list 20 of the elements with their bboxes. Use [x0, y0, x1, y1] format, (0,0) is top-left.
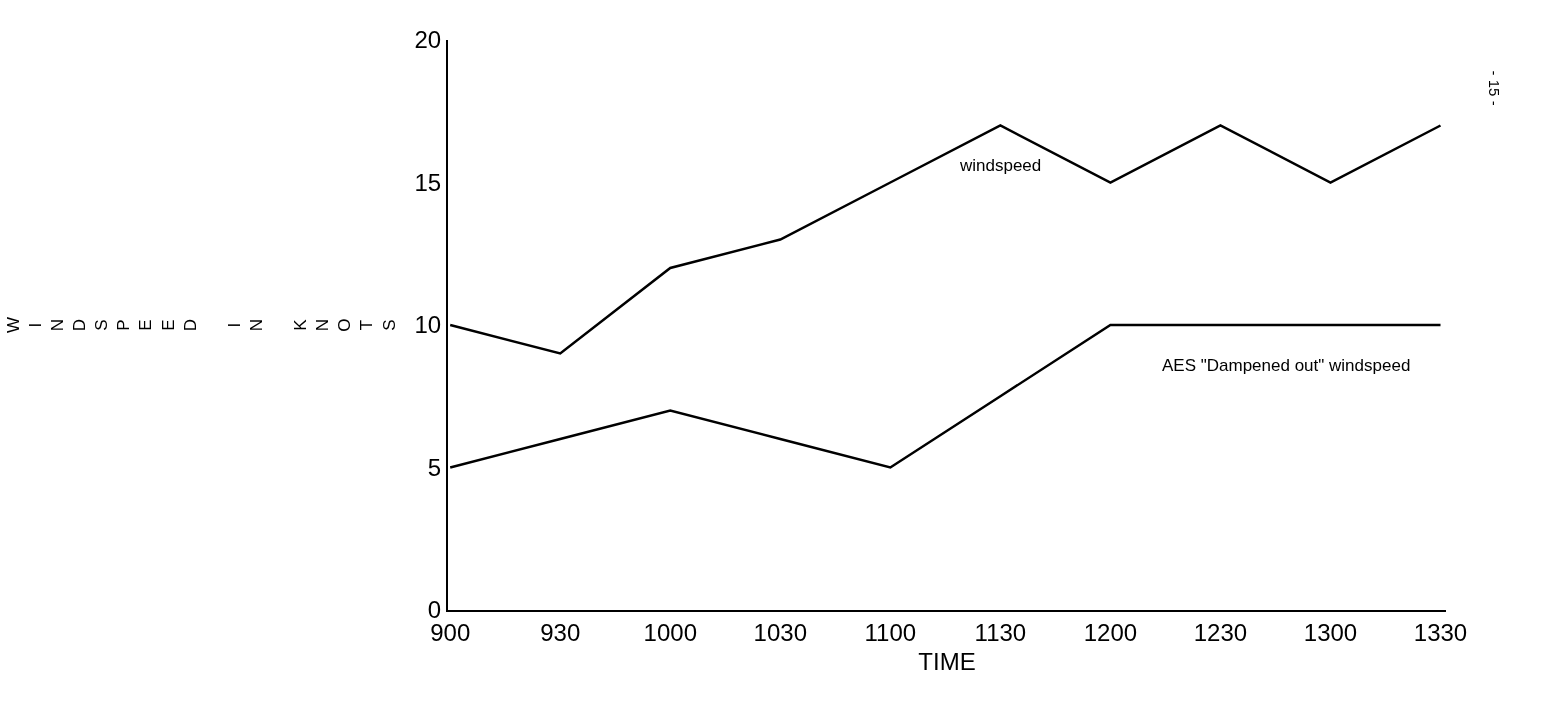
x-axis-title: TIME	[918, 647, 976, 675]
y-tick-label: 5	[427, 453, 442, 481]
text: WINDSPEED IN KNOTS	[3, 316, 399, 334]
line-series	[448, 323, 1442, 469]
x-tick-label: 1100	[864, 618, 917, 646]
text: - 15 -	[1486, 70, 1504, 106]
x-tick-label: 1130	[974, 618, 1027, 646]
x-tick-label: 1200	[1083, 618, 1138, 646]
series-label: windspeed	[959, 156, 1042, 175]
x-tick-label: 930	[540, 618, 581, 646]
x-tick-label: 1030	[753, 618, 807, 646]
line-series	[448, 124, 1442, 355]
x-tick-label: 1000	[643, 618, 697, 646]
x-tick-label: 1330	[1413, 618, 1468, 646]
x-tick-label: 1230	[1193, 618, 1248, 646]
y-tick-label: 10	[414, 311, 442, 339]
x-tick-label: 1300	[1303, 618, 1358, 646]
series-label: AES "Dampened out" windspeed	[1162, 356, 1411, 375]
y-tick-label: 20	[414, 26, 442, 54]
y-tick-label: 15	[414, 168, 442, 196]
